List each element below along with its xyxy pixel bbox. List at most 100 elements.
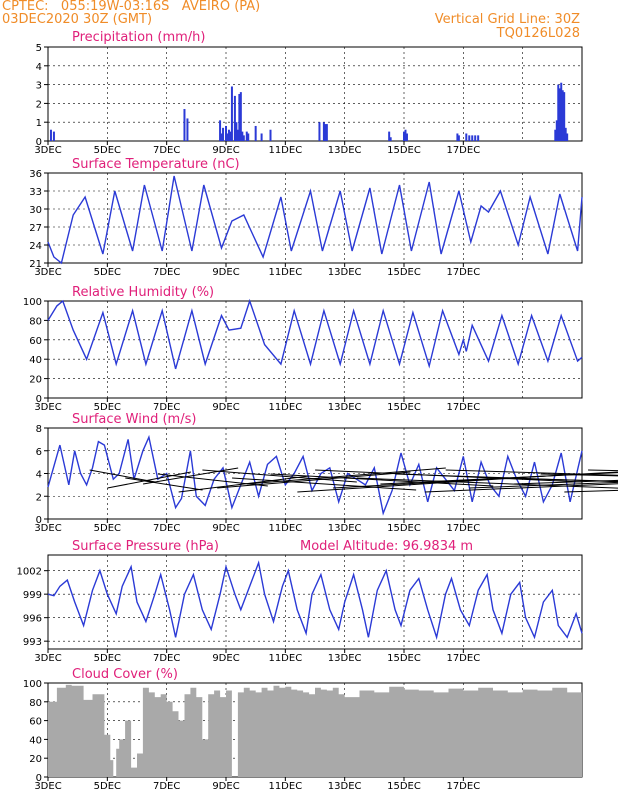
- x-tick-label: 9DEC: [212, 781, 239, 792]
- panel-frame: [47, 46, 583, 142]
- x-tick-label: 7DEC: [153, 653, 180, 664]
- precip-bar: [238, 94, 241, 141]
- precip-bar: [236, 129, 239, 141]
- wind-arrow: [356, 477, 618, 489]
- panel-5: Surface Pressure (hPa) Model Altitude: 96…: [17, 539, 583, 664]
- wind-arrow: [107, 471, 192, 489]
- panel-title: Surface Temperature (nC): [72, 157, 240, 172]
- y-tick-label: 40: [29, 355, 42, 366]
- panel-annotation: Model Altitude: 96.9834 m: [300, 539, 473, 554]
- precip-bar: [183, 109, 186, 141]
- y-tick-label: 4: [36, 62, 42, 73]
- precip-bar: [324, 124, 327, 141]
- y-tick-label: 0: [36, 137, 42, 148]
- x-tick-label: 15DEC: [387, 781, 421, 792]
- x-tick-label: 13DEC: [328, 781, 362, 792]
- precip-bar: [325, 124, 328, 141]
- precip-bar: [225, 125, 227, 141]
- x-tick-label: 13DEC: [328, 145, 362, 156]
- y-tick-label: 993: [23, 637, 42, 648]
- precip-bar: [241, 131, 244, 141]
- precip-bar: [474, 135, 477, 141]
- y-tick-label: 100: [23, 297, 42, 308]
- wind-arrow: [469, 481, 618, 489]
- x-tick-label: 11DEC: [268, 402, 302, 413]
- y-tick-label: 30: [29, 205, 42, 216]
- precip-bar: [555, 120, 558, 141]
- x-tick-label: 5DEC: [94, 145, 121, 156]
- precip-bar: [404, 129, 407, 141]
- wind-arrow: [270, 473, 494, 487]
- wind-arrow: [125, 477, 203, 491]
- x-tick-label: 15DEC: [387, 402, 421, 413]
- panel-title: Relative Humidity (%): [72, 285, 214, 300]
- x-tick-label: 3DEC: [34, 653, 61, 664]
- panel-1: Precipitation (mm/h) 0 1 2 3 4 5 3DEC 5DEC 7DEC 9D…: [34, 30, 583, 156]
- x-tick-label: 13DEC: [328, 267, 362, 278]
- x-tick-label: 5DEC: [94, 402, 121, 413]
- precip-bar: [465, 133, 468, 141]
- x-tick-label: 11DEC: [268, 267, 302, 278]
- header-grid-line: Vertical Grid Line: 30Z: [434, 12, 580, 27]
- precip-bar: [242, 135, 245, 141]
- precip-bar: [389, 137, 392, 141]
- precip-bar: [318, 122, 321, 141]
- y-tick-label: 60: [29, 717, 42, 728]
- precip-bar: [226, 133, 229, 141]
- x-tick-label: 9DEC: [212, 145, 239, 156]
- precip-bar: [558, 88, 561, 141]
- x-tick-label: 5DEC: [94, 653, 121, 664]
- wind-arrow: [424, 483, 618, 493]
- precip-bar: [566, 133, 569, 141]
- precip-bar: [219, 120, 222, 141]
- panel-3: Relative Humidity (%) 0 20 40 60 80 100 3DEC 5DE…: [23, 285, 583, 413]
- precip-bar: [245, 131, 248, 141]
- y-tick-label: 8: [36, 424, 42, 435]
- x-tick-label: 5DEC: [94, 781, 121, 792]
- x-tick-label: 15DEC: [387, 267, 421, 278]
- header-model-id: TQ0126L028: [496, 26, 580, 41]
- wind-arrow: [513, 479, 618, 485]
- x-tick-label: 13DEC: [328, 523, 362, 534]
- precip-bar: [557, 84, 560, 141]
- x-tick-label: 7DEC: [153, 267, 180, 278]
- y-tick-label: 4: [36, 470, 42, 481]
- x-tick-label: 17DEC: [446, 781, 480, 792]
- x-tick-label: 9DEC: [212, 402, 239, 413]
- x-tick-label: 15DEC: [387, 145, 421, 156]
- y-tick-label: 999: [23, 590, 42, 601]
- series-line: [47, 434, 583, 516]
- y-tick-label: 80: [29, 698, 42, 709]
- x-tick-label: 17DEC: [446, 267, 480, 278]
- precip-bar: [260, 133, 263, 141]
- x-tick-label: 3DEC: [34, 781, 61, 792]
- precip-bar: [471, 135, 474, 141]
- wind-arrow: [445, 469, 618, 476]
- x-tick-label: 3DEC: [34, 402, 61, 413]
- x-tick-label: 11DEC: [268, 781, 302, 792]
- x-tick-label: 15DEC: [387, 523, 421, 534]
- precip-bar: [227, 129, 230, 141]
- x-tick-label: 7DEC: [153, 781, 180, 792]
- precip-bar: [254, 125, 257, 141]
- x-tick-label: 15DEC: [387, 653, 421, 664]
- precip-bar: [405, 133, 408, 141]
- y-tick-label: 27: [29, 223, 42, 234]
- x-tick-label: 3DEC: [34, 267, 61, 278]
- wind-arrow: [202, 469, 357, 483]
- y-tick-label: 2: [36, 492, 42, 503]
- precip-bar: [222, 127, 225, 141]
- panel-6: Cloud Cover (%) 0 20 40 60 80 100 3DEC 5DEC 7DEC 9…: [23, 667, 583, 792]
- cloud-area: [48, 684, 582, 777]
- y-tick-label: 100: [23, 679, 42, 690]
- x-tick-label: 9DEC: [212, 523, 239, 534]
- y-tick-label: 0: [36, 773, 42, 784]
- precip-bar: [247, 133, 250, 141]
- y-tick-label: 33: [29, 187, 42, 198]
- panel-title: Cloud Cover (%): [72, 667, 178, 682]
- x-tick-label: 7DEC: [153, 523, 180, 534]
- series-line: [47, 298, 583, 370]
- y-tick-label: 6: [36, 447, 42, 458]
- x-tick-label: 9DEC: [212, 267, 239, 278]
